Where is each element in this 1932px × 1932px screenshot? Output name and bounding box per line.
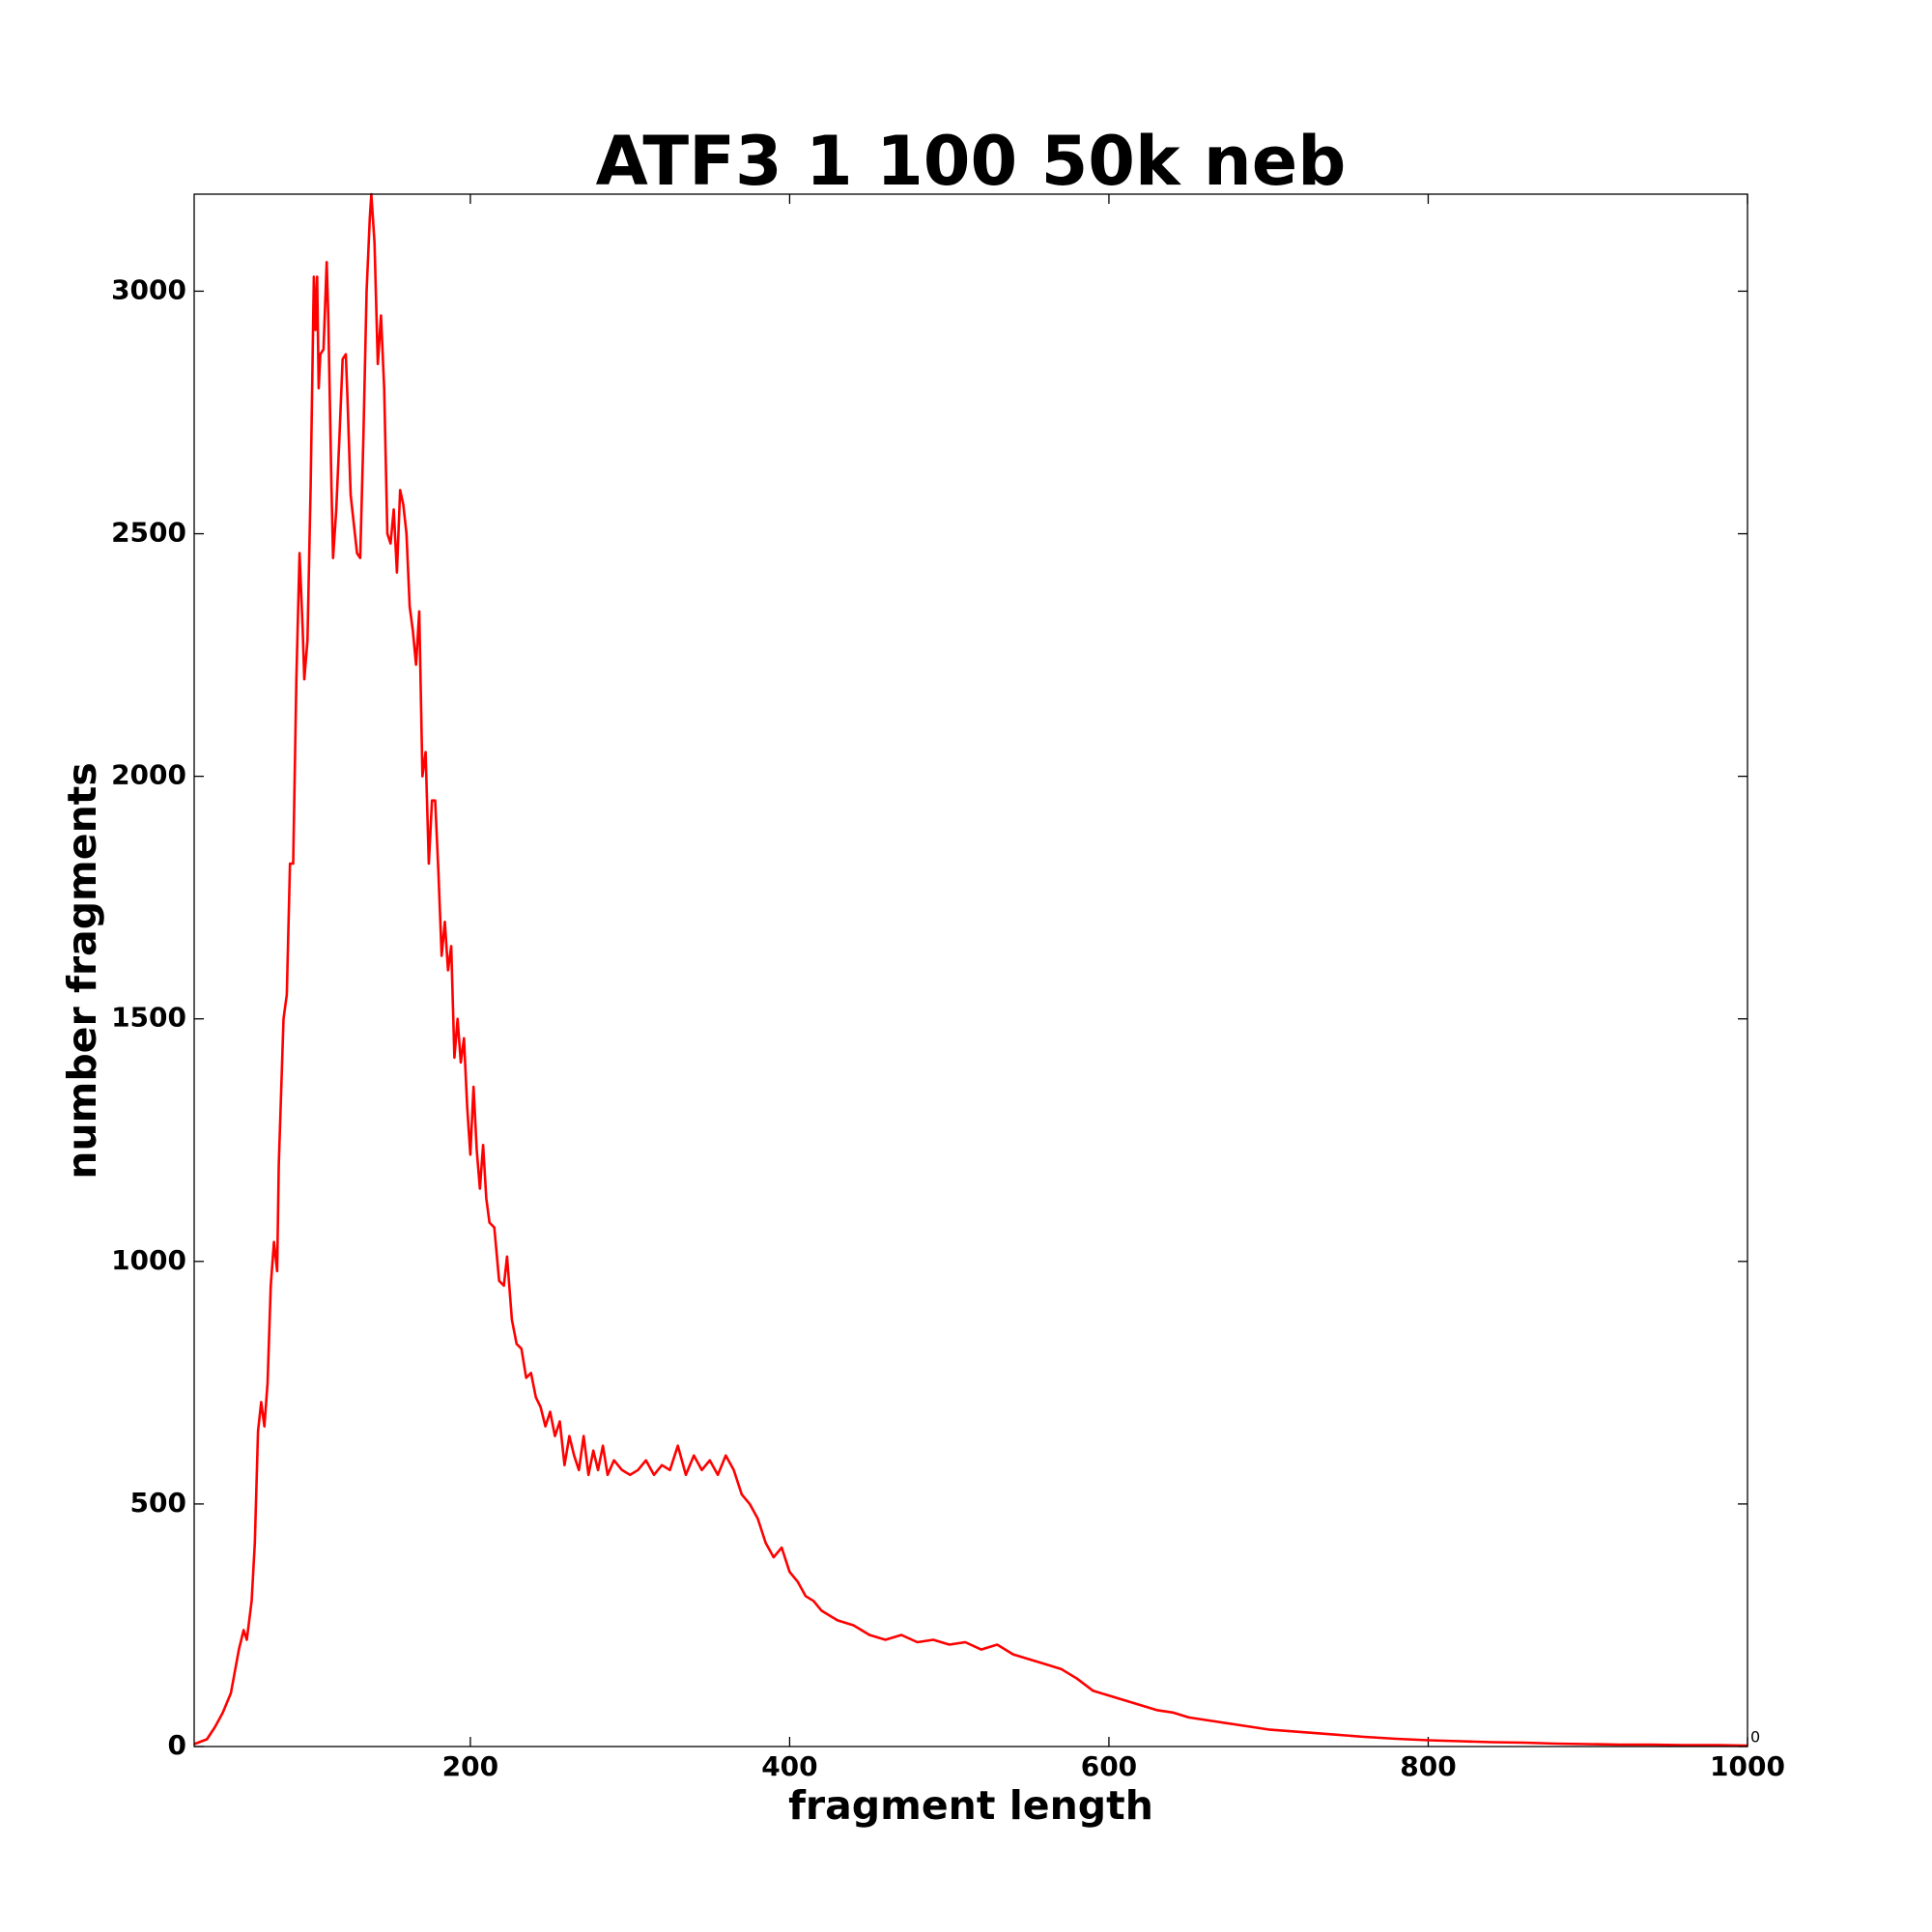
x-tick-label: 200 xyxy=(442,1750,498,1782)
x-tick-label: 600 xyxy=(1081,1750,1137,1782)
y-tick-label: 1000 xyxy=(111,1244,186,1276)
x-tick-label: 400 xyxy=(761,1750,817,1782)
x-tick-label: 1000 xyxy=(1710,1750,1785,1782)
chart-title: ATF3 1 100 50k neb xyxy=(596,122,1347,201)
y-tick-label: 2000 xyxy=(111,759,186,791)
data-line xyxy=(193,192,1748,1747)
y-tick-label: 3000 xyxy=(111,273,186,305)
y-tick-label: 0 xyxy=(168,1729,186,1761)
x-axis-label: fragment length xyxy=(788,1782,1153,1829)
plot-frame xyxy=(193,193,1748,1747)
x-tick-label: 800 xyxy=(1400,1750,1456,1782)
annotation: 0 xyxy=(1750,1728,1760,1747)
y-tick-label: 1500 xyxy=(111,1002,186,1034)
y-axis-label: number fragments xyxy=(59,762,105,1179)
y-tick-label: 500 xyxy=(130,1487,186,1519)
y-tick-label: 2500 xyxy=(111,517,186,549)
